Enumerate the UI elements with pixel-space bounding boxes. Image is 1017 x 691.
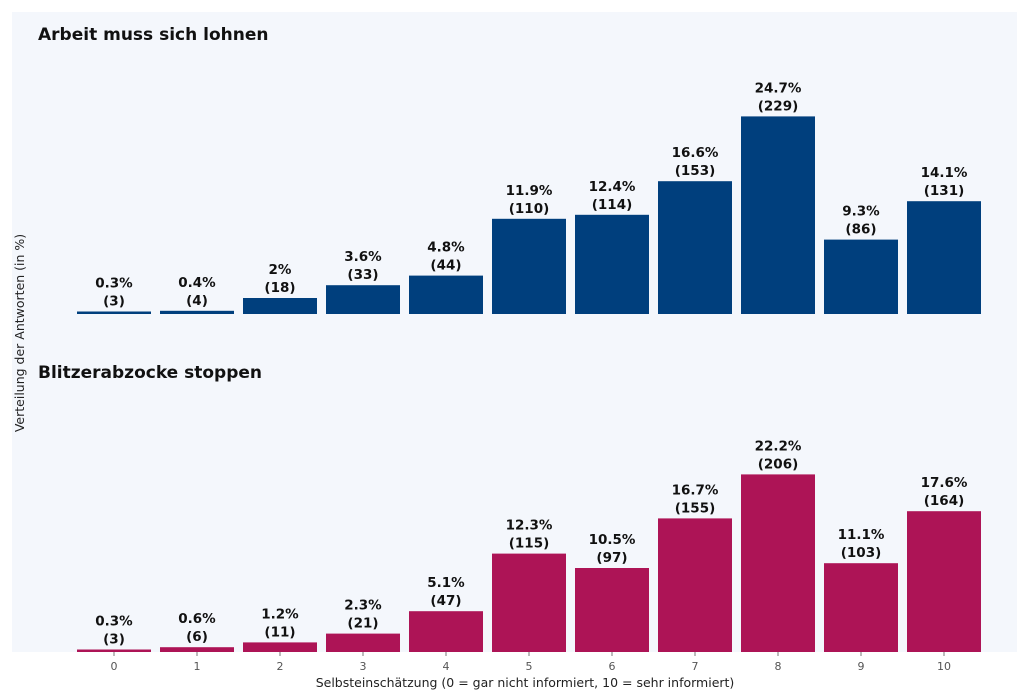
bar-percent-label: 11.1% <box>838 527 885 543</box>
bar-percent-label: 0.4% <box>178 275 216 291</box>
bar-percent-label: 17.6% <box>921 475 968 491</box>
bar-percent-label: 0.6% <box>178 611 216 627</box>
panel-title: Arbeit muss sich lohnen <box>38 25 268 45</box>
x-tick-label: 9 <box>858 660 865 673</box>
bar-percent-label: 11.9% <box>506 183 553 199</box>
bar <box>492 553 566 652</box>
bar <box>160 310 234 314</box>
bar-count-label: (44) <box>430 258 461 274</box>
bar <box>575 568 649 652</box>
x-tick-label: 8 <box>775 660 782 673</box>
x-tick-label: 10 <box>937 660 951 673</box>
bar-percent-label: 16.7% <box>672 482 719 498</box>
panel-1: Blitzerabzocke stoppen 0.3% (3) 0.6% (6) 1.2%… <box>38 363 981 652</box>
bar <box>160 647 234 652</box>
bar <box>326 285 400 314</box>
x-tick-label: 5 <box>526 660 533 673</box>
bar <box>741 474 815 652</box>
bar-percent-label: 2.3% <box>344 598 382 614</box>
bar <box>658 181 732 314</box>
x-tick-label: 4 <box>443 660 450 673</box>
bar-count-label: (97) <box>596 550 627 566</box>
x-tick-label: 6 <box>609 660 616 673</box>
bar-percent-label: 0.3% <box>95 614 133 630</box>
bar-count-label: (155) <box>675 500 716 516</box>
x-axis-ticks: 0 1 2 3 4 5 6 7 8 9 10 <box>111 652 951 673</box>
bar <box>492 218 566 314</box>
y-axis-title: Verteilung der Antworten (in %) <box>12 234 27 432</box>
x-tick-label: 7 <box>692 660 699 673</box>
bar-percent-label: 10.5% <box>589 532 636 548</box>
panel-title: Blitzerabzocke stoppen <box>38 363 262 383</box>
bar-percent-label: 1.2% <box>261 606 299 622</box>
bar-percent-label: 22.2% <box>755 438 802 454</box>
bar-percent-label: 14.1% <box>921 165 968 181</box>
bar-count-label: (3) <box>103 632 125 648</box>
bar-count-label: (4) <box>186 293 208 309</box>
bar <box>243 298 317 314</box>
bar-count-label: (164) <box>924 493 965 509</box>
x-tick-label: 2 <box>277 660 284 673</box>
bar <box>907 201 981 314</box>
bar-percent-label: 12.3% <box>506 518 553 534</box>
bar-percent-label: 9.3% <box>842 204 880 220</box>
bar <box>907 511 981 652</box>
bar <box>741 116 815 315</box>
bar-count-label: (115) <box>509 536 550 552</box>
bar <box>409 275 483 314</box>
bar-count-label: (33) <box>347 267 378 283</box>
x-tick-label: 3 <box>360 660 367 673</box>
bar-percent-label: 5.1% <box>427 575 465 591</box>
x-tick-label: 1 <box>194 660 201 673</box>
bar <box>77 311 151 314</box>
panels-layer: Arbeit muss sich lohnen 0.3% (3) 0.4% (4) 2% (… <box>38 25 981 652</box>
bar-percent-label: 16.6% <box>672 145 719 161</box>
bar-percent-label: 24.7% <box>755 80 802 96</box>
bar-percent-label: 2% <box>269 262 292 278</box>
bar <box>658 518 732 652</box>
bar-percent-label: 4.8% <box>427 240 465 256</box>
x-axis-title: Selbsteinschätzung (0 = gar nicht inform… <box>316 675 735 690</box>
bar-count-label: (6) <box>186 629 208 645</box>
bar <box>575 214 649 314</box>
x-tick-label: 0 <box>111 660 118 673</box>
bar <box>77 649 151 652</box>
panel-0: Arbeit muss sich lohnen 0.3% (3) 0.4% (4) 2% (… <box>38 25 981 315</box>
bar-count-label: (131) <box>924 183 965 199</box>
bar-count-label: (103) <box>841 545 882 561</box>
bar-percent-label: 0.3% <box>95 276 133 292</box>
panel-background <box>12 12 1017 652</box>
bar-percent-label: 3.6% <box>344 249 382 265</box>
bar-count-label: (206) <box>758 456 799 472</box>
bar-count-label: (110) <box>509 201 550 217</box>
bar-count-label: (86) <box>845 222 876 238</box>
bar-count-label: (18) <box>264 280 295 296</box>
bar <box>326 633 400 652</box>
bar <box>243 642 317 652</box>
bar <box>824 563 898 652</box>
bar <box>409 611 483 652</box>
bar-count-label: (3) <box>103 294 125 310</box>
bar-count-label: (47) <box>430 593 461 609</box>
bar-count-label: (21) <box>347 616 378 632</box>
bar-percent-label: 12.4% <box>589 179 636 195</box>
bar-count-label: (153) <box>675 163 716 179</box>
bar-count-label: (229) <box>758 98 799 114</box>
bar <box>824 239 898 314</box>
bar-count-label: (11) <box>264 624 295 640</box>
bar-count-label: (114) <box>592 197 633 213</box>
